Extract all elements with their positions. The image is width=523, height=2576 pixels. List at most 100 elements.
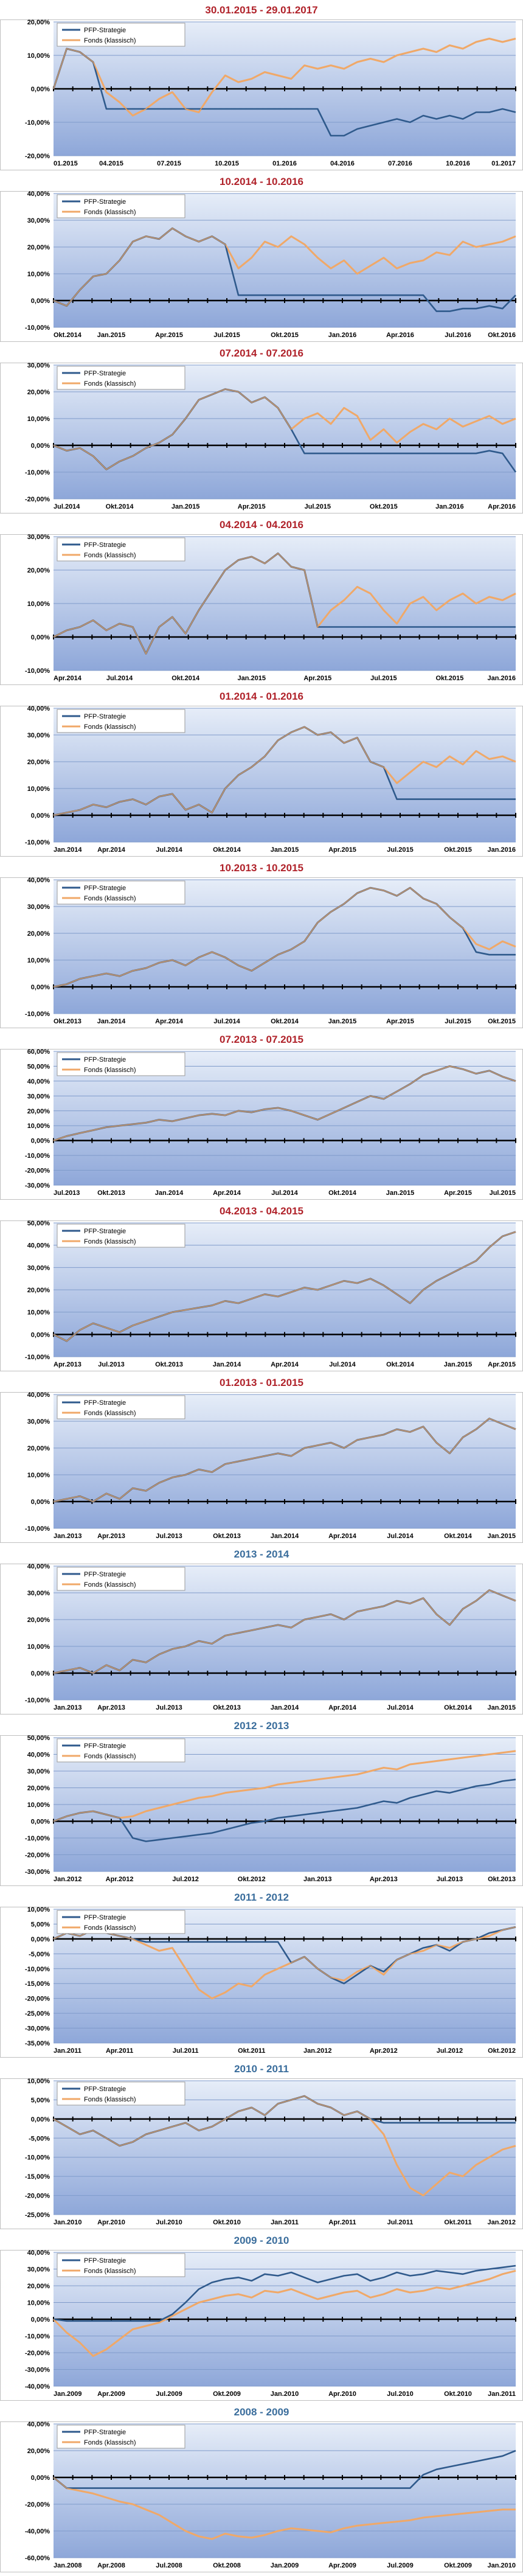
legend: PFP-Strategie Fonds (klassisch) — [57, 1738, 185, 1763]
legend-label: PFP-Strategie — [84, 1228, 126, 1235]
legend-box — [57, 1395, 185, 1419]
x-tick-label: Jan.2013 — [54, 1704, 81, 1711]
y-tick-label: -40,00% — [25, 2383, 50, 2390]
line-chart: 50,00% 40,00% 30,00% 20,00% 10,00% 0,00% -10,0… — [0, 1735, 523, 1886]
x-tick-label: Jan.2012 — [303, 2047, 331, 2055]
x-tick-label: Jul.2015 — [445, 1018, 471, 1025]
x-tick-label: Jul.2010 — [156, 2219, 182, 2226]
y-tick-label: 20,00% — [27, 930, 50, 938]
y-tick-label: -5,00% — [29, 2135, 50, 2142]
y-tick-label: 0,00% — [31, 1670, 50, 1677]
legend-label: Fonds (klassisch) — [84, 2439, 136, 2446]
legend-label: PFP-Strategie — [84, 1399, 126, 1407]
y-tick-label: 0,00% — [31, 1819, 50, 1826]
legend: PFP-Strategie Fonds (klassisch) — [57, 1395, 185, 1419]
x-tick-label: Jan.2013 — [54, 1533, 81, 1540]
y-tick-label: 10,00% — [27, 1472, 50, 1479]
line-chart: 10,00% 5,00% 0,00% -5,00% -10,00% -15,00% -20,… — [0, 1907, 523, 2058]
y-tick-label: 30,00% — [27, 903, 50, 911]
x-tick-label: Jan.2015 — [237, 675, 265, 682]
chart-title: 2012 - 2013 — [234, 1720, 289, 1732]
series-line-fund-overlay — [53, 228, 516, 307]
y-tick-label: 10,00% — [27, 1907, 50, 1913]
x-tick-label: Apr.2012 — [106, 1876, 134, 1883]
x-tick-label: 07.2015 — [157, 160, 181, 167]
series-line-fund-overlay — [53, 1589, 516, 1674]
chart-panel: 2009 - 2010 40,00% 30,00% 20,00% 10,00% 0,00%… — [0, 2233, 523, 2404]
x-tick-label: Jul.2014 — [54, 503, 80, 510]
x-tick-label: Jul.2014 — [156, 846, 182, 854]
chart-panel: 07.2013 - 07.2015 60,00% 50,00% 40,00% 30,00… — [0, 1032, 523, 1203]
x-tick-label: Apr.2015 — [155, 332, 183, 339]
chart-title: 2013 - 2014 — [234, 1548, 289, 1560]
y-tick-label: 10,00% — [27, 1643, 50, 1651]
legend-box — [57, 366, 185, 390]
legend: PFP-Strategie Fonds (klassisch) — [57, 23, 185, 47]
line-chart: 40,00% 30,00% 20,00% 10,00% 0,00% -10,00% -20,… — [0, 2250, 523, 2401]
x-tick-label: Jan.2015 — [97, 332, 125, 339]
y-tick-label: -20,00% — [25, 1996, 50, 2003]
x-tick-label: Okt.2014 — [271, 1018, 299, 1025]
y-tick-label: 30,00% — [27, 1590, 50, 1597]
y-tick-label: -15,00% — [25, 2173, 50, 2181]
legend: PFP-Strategie Fonds (klassisch) — [57, 1567, 185, 1591]
legend: PFP-Strategie Fonds (klassisch) — [57, 709, 185, 733]
legend-box — [57, 1567, 185, 1591]
y-tick-label: 20,00% — [27, 1617, 50, 1624]
x-tick-label: Jan.2014 — [155, 1189, 184, 1197]
y-tick-label: 20,00% — [27, 244, 50, 251]
y-tick-label: 20,00% — [27, 759, 50, 766]
x-tick-label: Apr.2016 — [488, 503, 516, 510]
y-tick-label: -10,00% — [25, 1966, 50, 1973]
y-tick-label: 5,00% — [31, 1921, 50, 1928]
x-tick-label: Okt.2013 — [155, 1361, 183, 1368]
x-tick-label: Apr.2009 — [97, 2390, 125, 2398]
x-tick-label: 07.2016 — [388, 160, 412, 167]
legend-box — [57, 709, 185, 733]
chart-panel: 2011 - 2012 10,00% 5,00% 0,00% -5,00% -10,00%… — [0, 1890, 523, 2061]
legend: PFP-Strategie Fonds (klassisch) — [57, 880, 185, 905]
legend: PFP-Strategie Fonds (klassisch) — [57, 1910, 185, 1934]
x-tick-label: Jul.2014 — [106, 675, 133, 682]
legend-label: Fonds (klassisch) — [84, 209, 136, 216]
x-tick-label: Okt.2012 — [238, 1876, 266, 1883]
line-chart: 30,00% 20,00% 10,00% 0,00% -10,00% -20,00% Jul… — [0, 363, 523, 513]
x-tick-label: Apr.2014 — [155, 1018, 184, 1025]
y-tick-label: 40,00% — [27, 1564, 50, 1570]
y-tick-label: 0,00% — [31, 812, 50, 820]
line-chart: 40,00% 30,00% 20,00% 10,00% 0,00% -10,00% Jan.… — [0, 1564, 523, 1714]
x-tick-label: Apr.2013 — [97, 1533, 125, 1540]
line-chart: 40,00% 30,00% 20,00% 10,00% 0,00% -10,00% Okt.… — [0, 191, 523, 342]
x-tick-label: 04.2015 — [99, 160, 123, 167]
legend-label: PFP-Strategie — [84, 2086, 126, 2093]
y-tick-label: 20,00% — [27, 19, 50, 26]
x-tick-label: Jan.2009 — [54, 2390, 81, 2398]
legend: PFP-Strategie Fonds (klassisch) — [57, 366, 185, 390]
line-chart: 40,00% 30,00% 20,00% 10,00% 0,00% -10,00% Jan.… — [0, 706, 523, 857]
y-tick-label: 10,00% — [27, 600, 50, 608]
x-tick-label: 01.2015 — [54, 160, 78, 167]
y-tick-label: 30,00% — [27, 534, 50, 541]
legend-label: Fonds (klassisch) — [84, 723, 136, 731]
y-tick-label: 50,00% — [27, 1063, 50, 1070]
x-tick-label: Okt.2014 — [444, 1533, 473, 1540]
y-tick-label: -10,00% — [25, 1697, 50, 1704]
x-tick-label: Apr.2009 — [328, 2562, 356, 2569]
x-tick-label: Apr.2011 — [328, 2219, 356, 2226]
y-tick-label: -10,00% — [25, 1525, 50, 1533]
legend-box — [57, 23, 185, 47]
x-tick-label: Apr.2012 — [370, 2047, 398, 2055]
series-line-fund-overlay — [53, 38, 516, 116]
y-tick-label: -35,00% — [25, 2040, 50, 2047]
chart-title: 04.2014 - 04.2016 — [219, 519, 303, 531]
x-tick-label: Jul.2008 — [156, 2562, 182, 2569]
x-tick-label: Okt.2010 — [213, 2219, 241, 2226]
legend: PFP-Strategie Fonds (klassisch) — [57, 2253, 185, 2277]
x-tick-label: 10.2016 — [446, 160, 470, 167]
x-tick-label: Apr.2014 — [97, 846, 126, 854]
y-tick-label: -25,00% — [25, 2212, 50, 2219]
y-tick-label: 40,00% — [27, 1242, 50, 1250]
x-tick-label: Jan.2015 — [328, 1018, 356, 1025]
y-tick-label: 10,00% — [27, 785, 50, 793]
